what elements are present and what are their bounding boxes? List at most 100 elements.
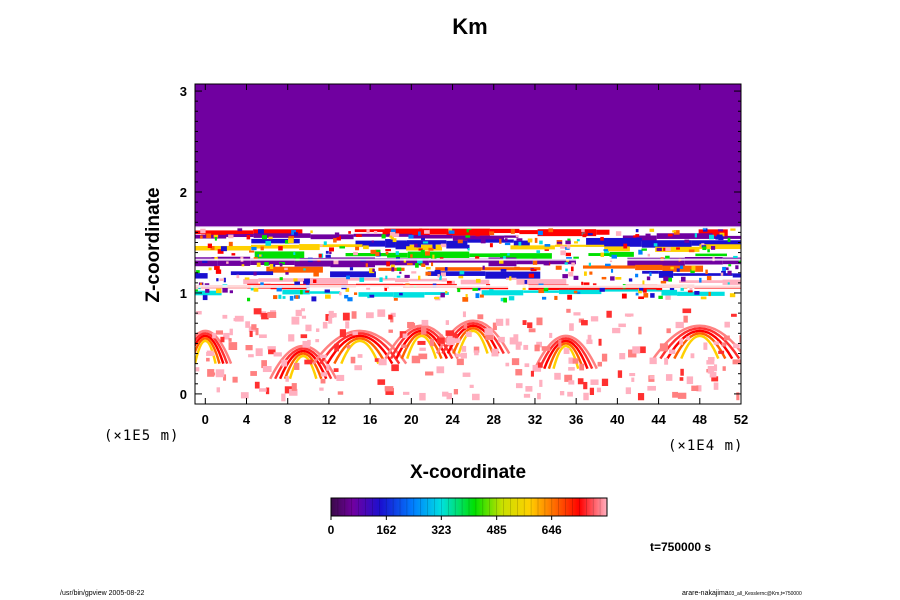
turbulent-cell: [294, 232, 298, 236]
eddy-cell: [497, 336, 505, 343]
turbulent-cell: [229, 290, 233, 294]
eddy-cell: [515, 369, 523, 376]
turbulent-cell: [333, 259, 339, 265]
turbulent-cell: [325, 254, 331, 258]
turbulent-cell: [323, 241, 327, 246]
turbulent-cell: [679, 265, 684, 270]
turbulent-band-segment: [387, 252, 408, 258]
eddy-cell: [281, 393, 286, 402]
turbulent-cell: [399, 271, 402, 274]
eddy-cell: [215, 369, 225, 378]
turbulent-cell: [300, 290, 303, 295]
eddy-cell: [523, 393, 531, 398]
x-tick-label: 28: [487, 412, 501, 427]
turbulent-cell: [421, 263, 426, 267]
eddy-cell: [216, 387, 221, 393]
turbulent-cell: [370, 249, 377, 254]
turbulent-cell: [420, 249, 425, 254]
eddy-cell: [732, 359, 741, 365]
turbulent-cell: [382, 230, 388, 235]
turbulent-band-segment: [673, 273, 733, 276]
turbulent-cell: [544, 244, 551, 247]
turbulent-band-segment: [435, 267, 482, 271]
turbulent-band-segment: [658, 270, 674, 278]
eddy-cell: [450, 333, 459, 339]
turbulent-cell: [489, 243, 493, 248]
turbulent-cell: [325, 294, 331, 299]
eddy-cell: [709, 372, 717, 378]
turbulent-cell: [684, 239, 690, 243]
eddy-cell: [524, 363, 530, 368]
turbulent-cell: [237, 227, 243, 232]
eddy-cell: [209, 372, 216, 376]
eddy-cell: [254, 381, 260, 389]
turbulent-cell: [371, 240, 374, 243]
turbulent-cell: [256, 262, 261, 267]
turbulent-cell: [565, 240, 571, 245]
turbulent-band-segment: [698, 229, 728, 237]
eddy-arc: [384, 324, 459, 360]
eddy-cell: [619, 353, 626, 360]
turbulent-cell: [399, 292, 403, 296]
eddy-cell: [469, 384, 474, 388]
turbulent-band-segment: [195, 290, 222, 296]
eddy-cell: [388, 329, 393, 333]
turbulent-cell: [324, 289, 330, 293]
eddy-cell: [532, 364, 542, 372]
eddy-cell: [351, 311, 357, 319]
eddy-cell: [680, 368, 684, 376]
turbulent-cell: [359, 277, 365, 282]
eddy-cell: [721, 342, 727, 347]
eddy-cell: [473, 346, 480, 353]
eddy-cell: [421, 327, 427, 335]
time-annotation: t=750000 s: [650, 540, 712, 554]
eddy-cell: [666, 328, 671, 334]
turbulent-band-segment: [485, 271, 541, 279]
turbulent-cell: [670, 266, 674, 270]
turbulent-cell: [196, 270, 200, 274]
turbulent-band-segment: [226, 234, 254, 238]
turbulent-cell: [278, 246, 283, 251]
turbulent-cell: [541, 296, 547, 300]
turbulent-cell: [503, 297, 508, 303]
eddy-cell: [417, 340, 426, 345]
turbulent-cell: [417, 259, 423, 264]
turbulent-cell: [385, 275, 388, 280]
eddy-cell: [245, 345, 253, 351]
turbulent-cell: [538, 230, 543, 236]
eddy-cell: [485, 334, 494, 340]
eddy-arc: [195, 332, 229, 365]
eddy-cell: [220, 336, 225, 343]
eddy-cell: [564, 374, 573, 382]
turbulent-cell: [439, 275, 442, 281]
turbulent-cell: [421, 237, 425, 241]
eddy-cell: [632, 346, 641, 354]
turbulent-band-segment: [677, 291, 725, 296]
eddy-cell: [446, 392, 452, 400]
eddy-cell: [402, 391, 410, 395]
turbulent-band-segment: [195, 273, 208, 279]
turbulent-cell: [516, 238, 523, 241]
turbulent-cell: [219, 278, 225, 282]
eddy-cell: [522, 320, 527, 325]
turbulent-cell: [353, 251, 358, 256]
eddy-cell: [649, 357, 657, 365]
turbulent-cell: [396, 275, 401, 278]
eddy-cell: [265, 387, 270, 395]
eddy-cell: [330, 313, 337, 318]
eddy-cell: [419, 392, 426, 401]
turbulent-cell: [635, 292, 639, 296]
turbulent-cell: [310, 230, 313, 234]
turbulent-cell: [601, 276, 607, 280]
eddy-cell: [248, 354, 254, 358]
eddy-cell: [539, 379, 543, 387]
turbulent-cell: [570, 266, 574, 272]
eddy-cell: [679, 377, 684, 381]
turbulent-cell: [445, 290, 448, 294]
turbulent-band-segment: [395, 240, 407, 250]
turbulent-cell: [228, 241, 233, 247]
turbulent-cell: [448, 230, 455, 234]
turbulent-cell: [706, 244, 711, 248]
turbulent-cell: [418, 275, 421, 280]
